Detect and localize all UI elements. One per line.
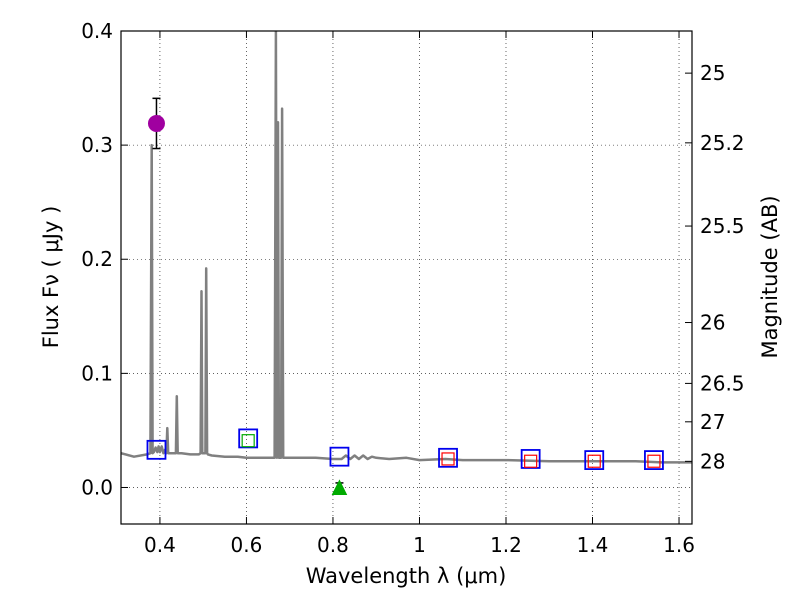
x-tick-label: 1.4 bbox=[577, 533, 609, 557]
x-axis-title: Wavelength λ (μm) bbox=[306, 564, 507, 588]
plot-area bbox=[121, 31, 692, 495]
x-tick-label: 0.8 bbox=[317, 533, 349, 557]
series-layer bbox=[121, 31, 692, 495]
model-photometry-square bbox=[584, 450, 605, 470]
x-tick-label: 1.6 bbox=[663, 533, 695, 557]
model-photometry-square bbox=[438, 447, 458, 468]
magnitude-tick-label: 27 bbox=[700, 410, 725, 434]
y-axis-title: Flux Fν ( μJy ) bbox=[39, 206, 63, 349]
observed-point-magenta bbox=[147, 114, 165, 132]
observed-square-marker bbox=[587, 454, 601, 468]
magnitude-tick-label: 26.5 bbox=[700, 371, 745, 395]
model-photometry-square bbox=[520, 449, 541, 469]
model-photometry-square bbox=[146, 439, 167, 460]
y-tick-label: 0.3 bbox=[81, 133, 113, 157]
observed-square-marker bbox=[241, 434, 255, 448]
observed-point-green-triangle bbox=[331, 479, 348, 495]
x-tick-label: 0.4 bbox=[144, 533, 176, 557]
y-axis-right-title: Magnitude (AB) bbox=[758, 195, 782, 358]
y-tick-label: 0.1 bbox=[81, 361, 113, 385]
magnitude-tick-label: 28 bbox=[700, 449, 725, 473]
model-photometry-square bbox=[644, 450, 664, 470]
x-tick-label: 1 bbox=[413, 533, 426, 557]
magnitude-tick-label: 25.5 bbox=[700, 214, 745, 238]
plot-frame bbox=[120, 30, 693, 525]
y-tick-label: 0.4 bbox=[81, 19, 113, 43]
observed-square-marker bbox=[524, 454, 538, 468]
magnitude-tick-label: 26 bbox=[700, 311, 725, 335]
model-photometry-square bbox=[238, 428, 259, 449]
magnitude-tick-label: 25.2 bbox=[700, 131, 745, 155]
x-tick-label: 1.2 bbox=[490, 533, 522, 557]
y-tick-label: 0.0 bbox=[81, 475, 113, 499]
observed-square-marker bbox=[647, 454, 661, 468]
x-tick-label: 0.6 bbox=[231, 533, 263, 557]
sed-model-line bbox=[121, 31, 692, 464]
y-tick-label: 0.2 bbox=[81, 247, 113, 271]
ticks: 0.4 0.6 0.8 1 1.2 1.4 1.6 0.0 0.1 0.2 0.3 0.4 25 25.2… bbox=[81, 19, 744, 557]
observed-square-marker bbox=[441, 452, 455, 466]
model-photometry-square bbox=[329, 446, 350, 467]
magnitude-tick-label: 25 bbox=[700, 61, 725, 85]
